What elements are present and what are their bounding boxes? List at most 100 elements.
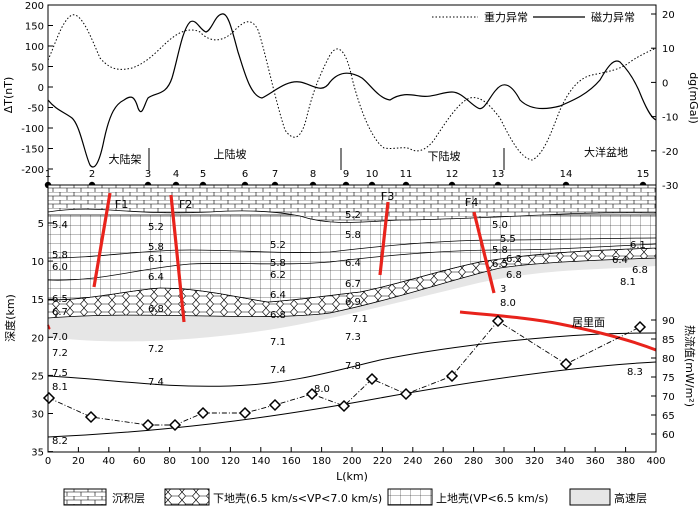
depth-tick-label: 35 <box>31 448 44 459</box>
velocity-boundary-line <box>47 237 657 259</box>
velocity-label: 6.0 <box>52 262 68 273</box>
distance-tick-label: 340 <box>555 456 574 467</box>
velocity-label: 6.5 <box>492 259 508 270</box>
lower-crust-swatch <box>164 488 210 506</box>
velocity-label: 5.8 <box>270 258 286 269</box>
distance-tick-label: 300 <box>494 456 513 467</box>
distance-tick-label: 80 <box>163 456 176 467</box>
sediment-swatch <box>63 488 107 506</box>
distance-tick-label: 360 <box>586 456 605 467</box>
velocity-label: 6.3 <box>506 254 522 265</box>
depth-tick-label: 10 <box>31 257 44 268</box>
dg-axis-label: dg(mGal) <box>687 72 700 124</box>
depth-tick-label: 5 <box>38 219 44 230</box>
heat-flow-point <box>141 418 155 432</box>
heat-flow-markers <box>42 314 647 432</box>
delta-t-tick-label: -200 <box>21 165 44 176</box>
velocity-label: 5.8 <box>345 230 361 241</box>
velocity-label: 6.8 <box>270 310 286 321</box>
station-number: 12 <box>446 169 459 180</box>
delta-t-tick-label: 50 <box>31 63 44 74</box>
distance-tick-label: 140 <box>251 456 270 467</box>
velocity-label: 7.4 <box>148 377 164 388</box>
velocity-label: 8.2 <box>52 436 68 447</box>
velocity-label: 6.8 <box>506 270 522 281</box>
delta-t-tick-label: -50 <box>28 104 44 115</box>
heat-flow-tick-label: 60 <box>662 430 675 441</box>
distance-tick-label: 220 <box>373 456 392 467</box>
depth-tick-label: 25 <box>31 371 44 382</box>
velocity-boundary-line-2 <box>47 243 657 281</box>
velocity-label: 6.8 <box>148 304 164 315</box>
velocity-label: 7.2 <box>52 348 68 359</box>
heat-flow-tick-label: 85 <box>662 335 675 346</box>
heat-flow-point <box>491 314 505 328</box>
station-number: 8 <box>310 169 316 180</box>
station-number: 10 <box>366 169 379 180</box>
delta-t-tick-label: 100 <box>25 42 44 53</box>
curie-surface-label: 居里面 <box>572 316 605 329</box>
heat-flow-point <box>84 410 98 424</box>
heat-flow-tick-label: 80 <box>662 354 675 365</box>
heat-flow-point <box>445 369 459 383</box>
distance-tick-label: 0 <box>45 456 51 467</box>
heat-flow-point <box>305 387 319 401</box>
fault-f2-line <box>169 194 186 323</box>
velocity-label: 6.9 <box>345 297 361 308</box>
heat-flow-point <box>196 406 210 420</box>
delta-t-tick-label: -100 <box>21 124 44 135</box>
station-number: 9 <box>343 169 349 180</box>
delta-t-tick-label: -150 <box>21 145 44 156</box>
velocity-label: 7.1 <box>352 314 368 325</box>
depth-tick-label: 30 <box>31 410 44 421</box>
dg-tick-label: 20 <box>662 10 675 21</box>
sediment-legend-label: 沉积层 <box>112 492 145 505</box>
velocity-label: 7.1 <box>270 337 286 348</box>
depth-axis: 5 10 15 20 25 30 35 <box>31 219 53 459</box>
dg-tick-label: 10 <box>662 44 675 55</box>
region-lower-slope: 下陆坡 <box>428 149 461 163</box>
heat-flow-point <box>337 399 351 413</box>
velocity-label: 6.2 <box>270 270 286 281</box>
distance-tick-label: 320 <box>525 456 544 467</box>
delta-t-axis: 200 150 100 50 0 -50 -100 -150 -200 <box>21 1 53 176</box>
dg-axis: 20 10 0 -10 -20 -30 <box>651 10 678 192</box>
distance-tick-label: 380 <box>616 456 635 467</box>
delta-t-tick-label: 200 <box>25 1 44 12</box>
heat-flow-point <box>399 387 413 401</box>
upper-crust-layer <box>47 214 657 303</box>
magnetic-anomaly-curve <box>47 13 657 168</box>
dg-tick-label: -10 <box>662 113 678 124</box>
station-number: 4 <box>173 169 179 180</box>
gravity-anomaly-curve <box>47 14 657 161</box>
velocity-label: 5.8 <box>52 250 68 261</box>
velocity-label: 6.1 <box>630 240 646 251</box>
velocity-label: 5.2 <box>345 210 361 221</box>
distance-tick-label: 400 <box>646 456 665 467</box>
heat-flow-tick-label: 90 <box>662 316 675 327</box>
depth-tick-label: 20 <box>31 333 44 344</box>
velocity-label: 6.4 <box>345 258 361 269</box>
velocity-label: 3 <box>500 284 506 295</box>
station-number: 2 <box>89 169 95 180</box>
crustal-section-panel: 居里面 F1 F2 F3 F4 5.45.86.06.56.77.07.27.5… <box>3 184 697 483</box>
velocity-label: 8.0 <box>314 384 330 395</box>
velocity-label: 6.4 <box>612 255 628 266</box>
distance-axis-label: L(km) <box>336 470 368 483</box>
heat-flow-tick-label: 75 <box>662 373 675 384</box>
velocity-label: 5.2 <box>270 240 286 251</box>
station-number: 13 <box>492 169 505 180</box>
dg-tick-label: -20 <box>662 147 678 158</box>
velocity-label: 6.8 <box>632 265 648 276</box>
station-number: 3 <box>145 169 151 180</box>
fault-f1-label: F1 <box>115 198 128 211</box>
velocity-label: 5.2 <box>148 222 164 233</box>
distance-tick-label: 280 <box>464 456 483 467</box>
velocity-label: 6.5 <box>52 294 68 305</box>
high-velocity-legend-label: 高速层 <box>614 491 647 505</box>
heat-flow-point <box>633 320 647 334</box>
station-number: 11 <box>400 169 413 180</box>
fault-f2-label: F2 <box>179 198 192 211</box>
